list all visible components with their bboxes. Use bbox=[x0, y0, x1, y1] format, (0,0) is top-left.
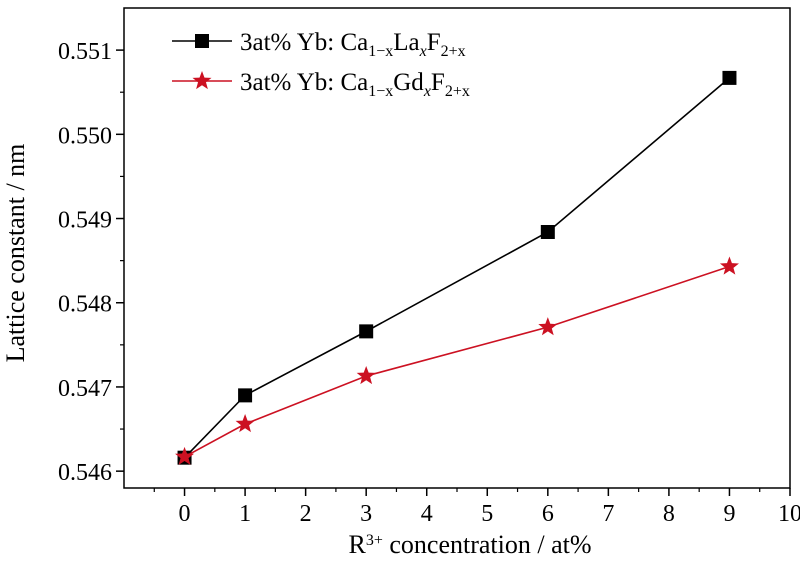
x-tick-label: 8 bbox=[663, 501, 675, 527]
data-point bbox=[238, 388, 253, 403]
x-tick-label: 9 bbox=[723, 501, 735, 527]
data-point bbox=[540, 225, 555, 239]
tick-marks bbox=[116, 49, 791, 496]
x-tick-label: 1 bbox=[239, 501, 251, 527]
x-tick-label: 6 bbox=[542, 501, 554, 527]
y-tick-label: 0.546 bbox=[58, 460, 112, 486]
series-line bbox=[184, 265, 730, 458]
x-tick-label: 4 bbox=[421, 501, 433, 527]
x-tick-label: 5 bbox=[481, 501, 493, 527]
y-tick-label: 0.551 bbox=[58, 39, 112, 65]
legend-item-gd: 3at% Yb: Ca1−xGdxF2+x bbox=[172, 69, 470, 100]
data-point bbox=[722, 70, 737, 85]
y-tick-label: 0.548 bbox=[58, 292, 112, 318]
x-axis-title-rest: concentration / at% bbox=[383, 530, 592, 559]
y-tick-label: 0.549 bbox=[58, 208, 112, 234]
y-axis-title: Lattice constant / nm bbox=[1, 144, 30, 363]
plot-frame bbox=[123, 7, 791, 489]
x-tick-label: 10 bbox=[778, 501, 800, 527]
legend-label-gd: 3at% Yb: Ca1−xGdxF2+x bbox=[240, 69, 470, 100]
data-point bbox=[719, 256, 739, 275]
legend-item-la: 3at% Yb: Ca1−xLaxF2+x bbox=[172, 29, 466, 60]
legend-label-la: 3at% Yb: Ca1−xLaxF2+x bbox=[240, 29, 466, 60]
series-gd bbox=[175, 256, 739, 465]
data-point bbox=[356, 366, 376, 385]
x-tick-label: 7 bbox=[602, 501, 614, 527]
tick-labels: 0 1 2 3 4 5 6 7 8 9 10 0.546 0.547 0.548 0.549 0.550 0.5… bbox=[58, 39, 800, 527]
legend: 3at% Yb: Ca1−xLaxF2+x 3at% Yb: Ca1−xGdxF… bbox=[172, 29, 470, 100]
y-tick-label: 0.550 bbox=[58, 123, 112, 149]
series-line bbox=[183, 77, 730, 459]
x-axis-title-main: R bbox=[348, 530, 366, 559]
data-point bbox=[359, 324, 374, 339]
x-axis-title-sup: 3+ bbox=[366, 532, 383, 549]
series-la bbox=[177, 70, 737, 465]
y-tick-label: 0.547 bbox=[58, 376, 112, 402]
x-axis-title: R3+ concentration / at% bbox=[348, 530, 591, 559]
data-point bbox=[175, 446, 195, 465]
x-tick-label: 2 bbox=[300, 501, 312, 527]
x-tick-label: 0 bbox=[179, 501, 191, 527]
series-layer bbox=[175, 70, 739, 465]
x-tick-label: 3 bbox=[360, 501, 372, 527]
data-point bbox=[235, 414, 255, 433]
data-point bbox=[538, 317, 558, 336]
